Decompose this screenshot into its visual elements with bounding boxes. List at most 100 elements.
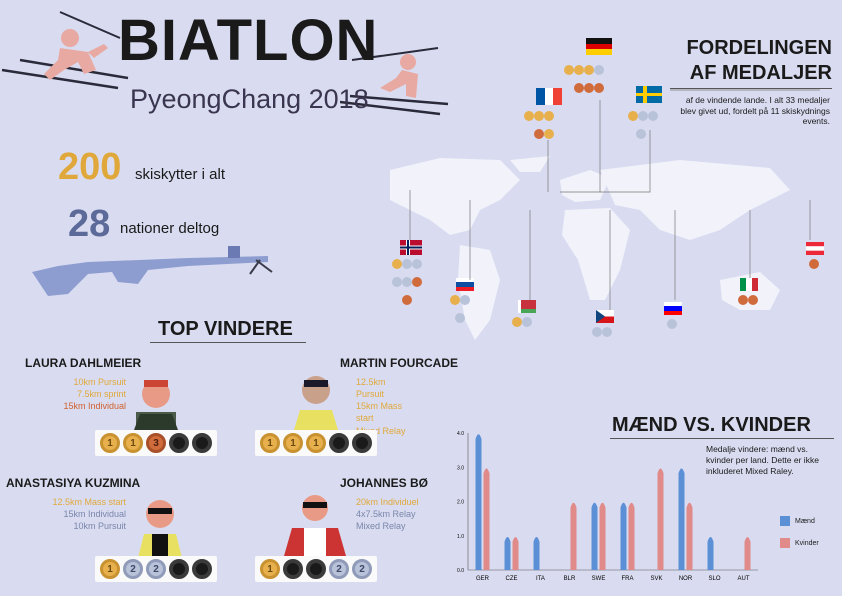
skier-illustration-right: [340, 47, 449, 116]
world-map: [390, 156, 790, 340]
silver-medal: 2: [146, 559, 166, 579]
page-subtitle: PyeongChang 2018: [130, 84, 369, 114]
athlete-medals: 1 1 3: [95, 430, 217, 456]
flag-sweden: [636, 86, 662, 103]
x-tick-label: FRA: [622, 576, 634, 582]
athlete-event: 15km Individual: [63, 401, 126, 412]
athlete-portrait: [284, 495, 346, 556]
athlete-event: 10km Pursuit: [73, 521, 126, 532]
nations-count-label: nationer deltog: [120, 220, 220, 237]
bronze-medal: 3: [146, 433, 166, 453]
athlete-events: 20km Individuel 4x7.5km Relay Mixed Rela…: [356, 496, 426, 532]
top-winners-divider: [150, 342, 306, 343]
legend-women-label: Kvinder: [795, 539, 819, 547]
flag-germany: [586, 38, 612, 55]
nations-count: 28: [68, 203, 111, 245]
athlete-medals: 1 2 2: [255, 556, 377, 582]
men-vs-women-description: Medalje vindere: mænd vs. kvinder per la…: [706, 444, 819, 477]
athlete-event: Mixed Relay: [356, 425, 406, 436]
bar-women: [570, 502, 577, 570]
distribution-heading-line2: AF MEDALJER: [689, 62, 832, 84]
medals-france: [524, 108, 574, 144]
bar-women: [483, 468, 490, 570]
x-tick-label: SVK: [650, 576, 662, 582]
athlete-name: ANASTASIYA KUZMINA: [6, 476, 141, 490]
athlete-event: Mixed Relay: [356, 521, 406, 532]
athlete-portrait: [294, 376, 338, 430]
distribution-description: af de vindende lande. I alt 33 medaljer …: [680, 95, 830, 127]
empty-medal-slot: [283, 559, 303, 579]
chart-legend: Mænd Kvinder: [780, 516, 819, 548]
flag-czech: [596, 310, 614, 323]
empty-medal-slot: [192, 433, 212, 453]
flag-austria: [806, 242, 824, 255]
x-tick-label: AUT: [738, 576, 750, 582]
flag-france: [536, 88, 562, 105]
bar-women: [628, 502, 635, 570]
legend-women: Kvinder: [780, 538, 819, 548]
medals-slovenia: [667, 316, 681, 334]
bar-men: [678, 468, 685, 570]
medals-norway: [392, 256, 436, 310]
x-tick-label: SLO: [708, 576, 720, 582]
athlete-name: JOHANNES BØ: [340, 476, 429, 490]
athlete-event: 20km Individuel: [356, 497, 419, 507]
distribution-divider: [670, 88, 832, 89]
flag-norway: [400, 240, 422, 255]
athlete-event: 7.5km sprint: [76, 389, 126, 400]
athlete-events: 10km Pursuit 7.5km sprint 15km Individua…: [40, 376, 126, 412]
silver-medal: 2: [329, 559, 349, 579]
bar-women: [512, 536, 519, 570]
bar-women: [599, 502, 606, 570]
y-tick-label: 0.0: [457, 568, 464, 574]
gold-medal: 1: [306, 433, 326, 453]
y-tick-label: 4.0: [457, 431, 464, 437]
flag-slovenia: [664, 302, 682, 315]
y-tick-label: 2.0: [457, 500, 464, 506]
x-tick-label: BLR: [564, 576, 576, 582]
gold-medal: 1: [100, 559, 120, 579]
top-winners-heading: TOP VINDERE: [158, 318, 293, 340]
empty-medal-slot: [169, 433, 189, 453]
athletes-count-label: skiskytter i alt: [135, 166, 226, 183]
legend-men-swatch: [780, 516, 790, 526]
medals-germany: [564, 62, 634, 98]
bar-men: [707, 536, 714, 570]
athlete-events: 12.5km Pursuit 15km Mass start Mixed Rel…: [356, 376, 416, 437]
bar-men: [533, 536, 540, 570]
x-tick-label: NOR: [679, 576, 693, 582]
distribution-heading: FORDELINGEN AF MEDALJER: [672, 36, 832, 86]
empty-medal-slot: [306, 559, 326, 579]
x-tick-label: GER: [476, 576, 490, 582]
silver-medal: 2: [352, 559, 372, 579]
gold-medal: 1: [283, 433, 303, 453]
gold-medal: 1: [123, 433, 143, 453]
medals-sweden: [628, 108, 678, 144]
legend-men-label: Mænd: [795, 517, 815, 525]
bar-women: [744, 536, 751, 570]
flag-belarus: [518, 300, 536, 313]
legend-women-swatch: [780, 538, 790, 548]
map-connector-lines: [409, 89, 820, 310]
medals-austria: [809, 256, 823, 274]
bar-men: [620, 502, 627, 570]
rifle-illustration: [32, 246, 273, 296]
empty-medal-slot: [352, 433, 372, 453]
athlete-events: 12.5km Mass start 15km Individual 10km P…: [30, 496, 126, 532]
y-tick-label: 3.0: [457, 465, 464, 471]
men-vs-women-bar-chart: 0.0 1.0 2.0 3.0 4.0 GER CZE ITA BLR SWE FRA SVK NOR S…: [457, 431, 758, 582]
flag-italy: [740, 278, 758, 291]
gold-medal: 1: [260, 559, 280, 579]
x-tick-label: ITA: [536, 576, 545, 582]
empty-medal-slot: [329, 433, 349, 453]
gold-medal: 1: [260, 433, 280, 453]
bar-men: [475, 434, 482, 570]
silver-medal: 2: [123, 559, 143, 579]
flag-slovakia: [456, 278, 474, 291]
athlete-event: 15km Individual: [63, 509, 126, 520]
medals-italy: [738, 292, 768, 310]
men-vs-women-heading: MÆND VS. KVINDER: [612, 414, 811, 436]
athlete-name: MARTIN FOURCADE: [340, 356, 458, 370]
medals-czech: [592, 324, 622, 342]
gold-medal: 1: [100, 433, 120, 453]
